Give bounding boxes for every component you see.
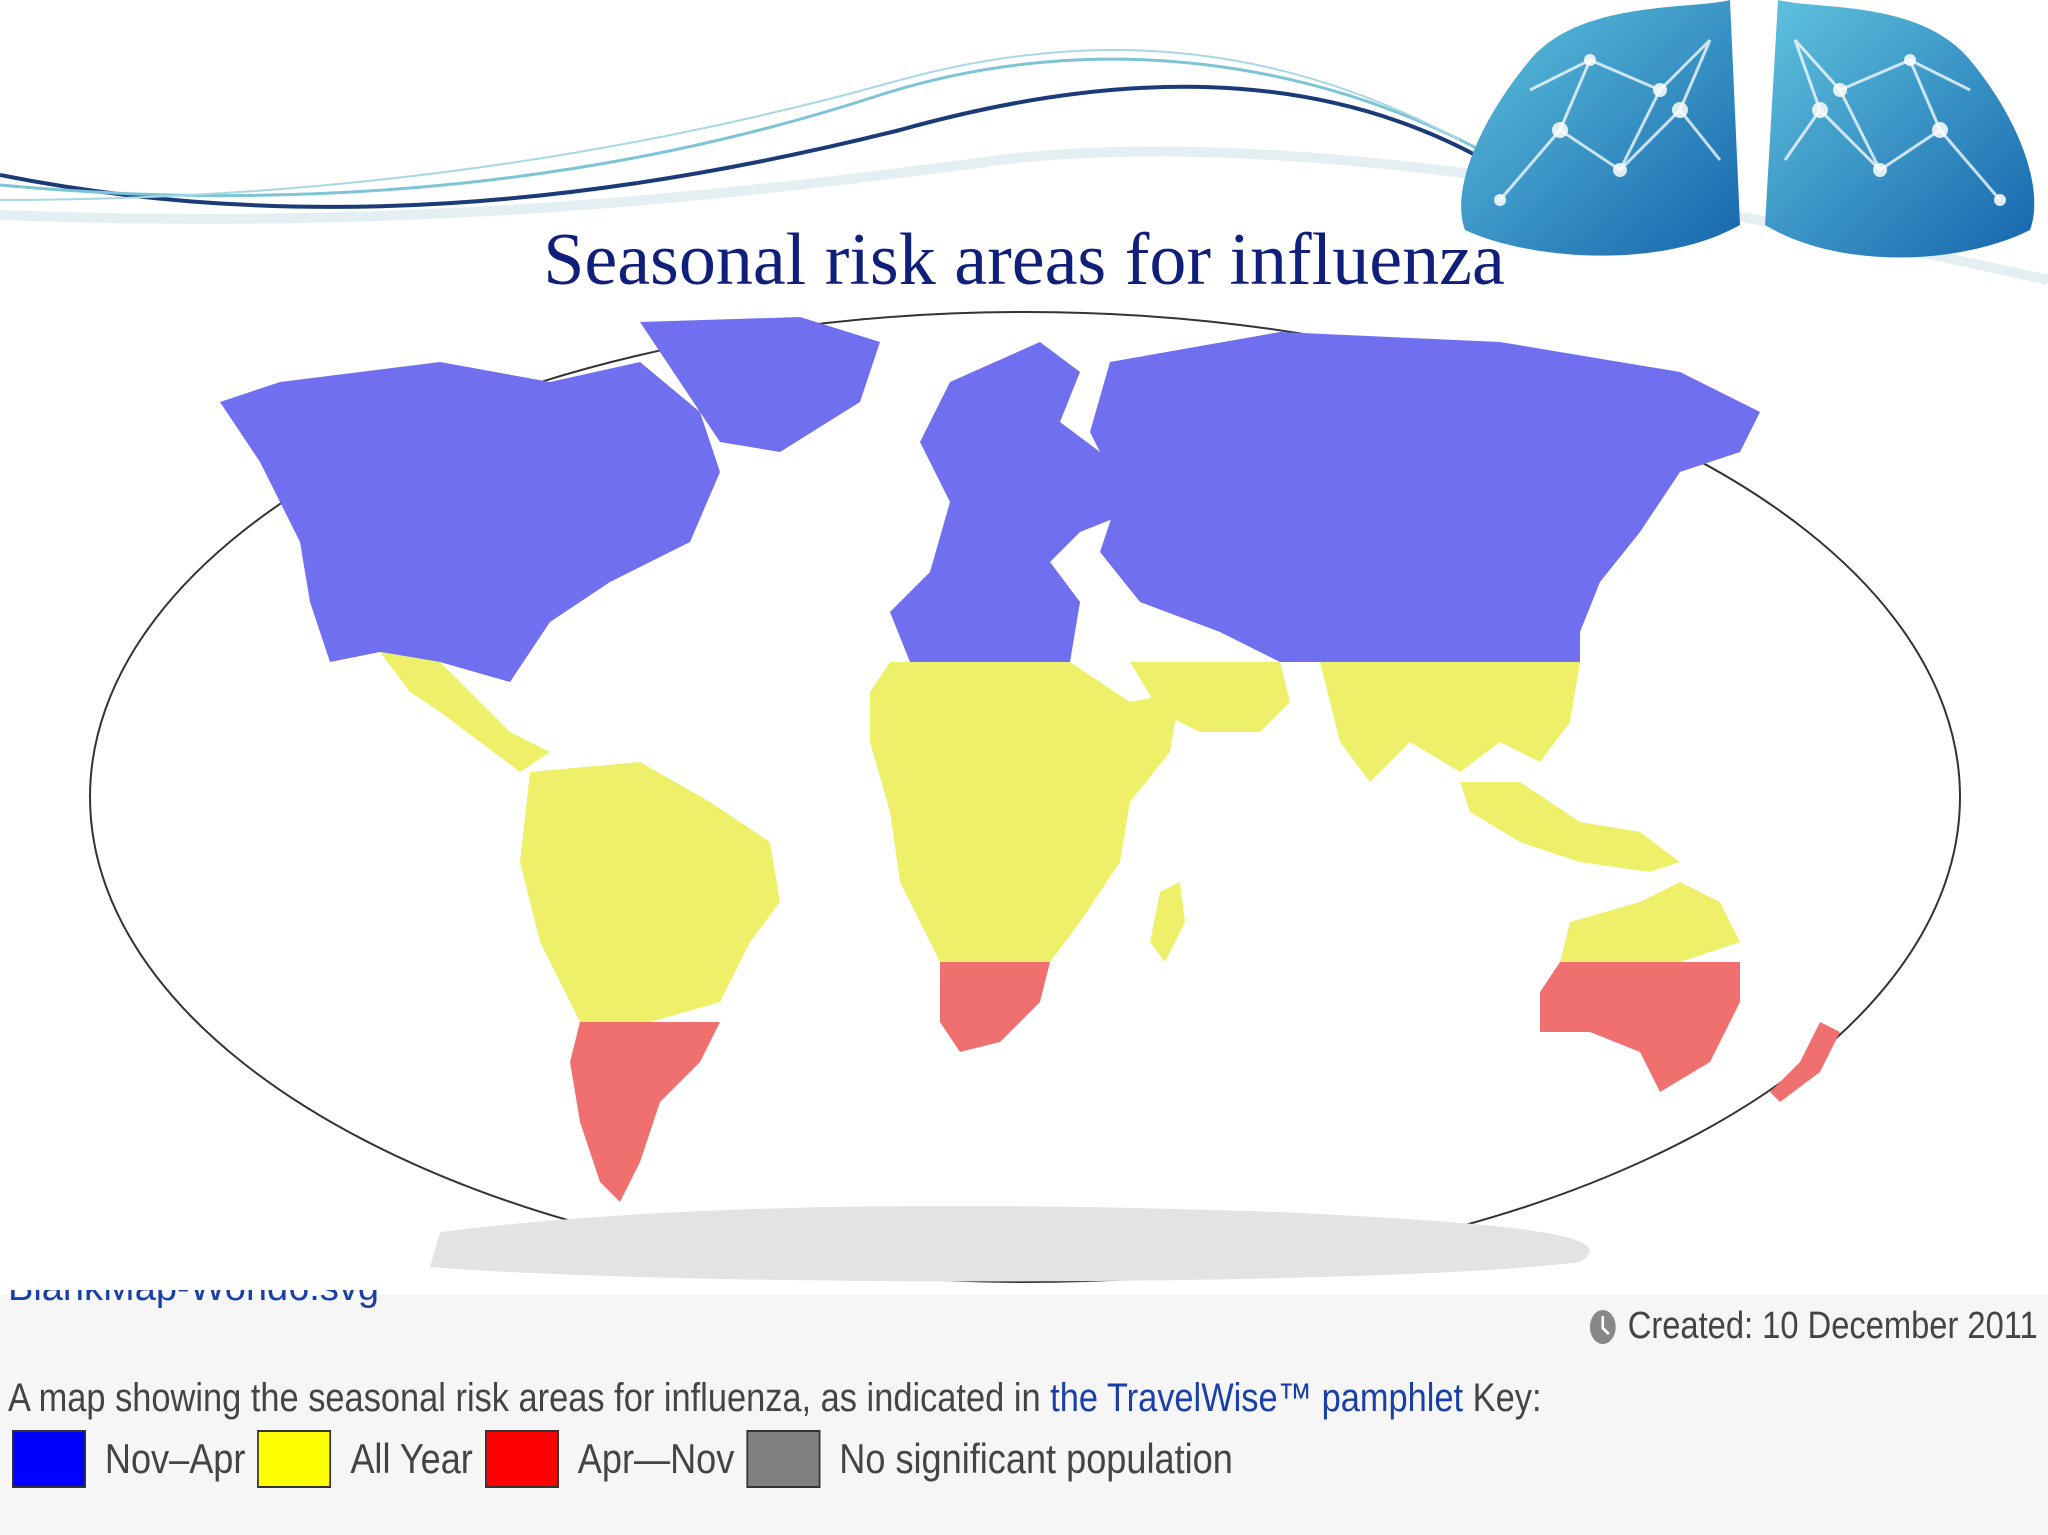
africa-central [870,662,1180,962]
australia-north [1560,882,1740,962]
legend-label-no-population: No significant population [839,1435,1233,1482]
clock-icon [1590,1309,1616,1344]
map-legend: Nov–Apr All Year Apr—Nov No significant … [12,1430,1245,1488]
europe-africa-north [890,342,1180,662]
australia-south [1540,962,1740,1092]
legend-label-all-year: All Year [350,1435,473,1482]
map-zone-apr-nov [570,962,1840,1202]
cut-off-filename-text: BlankMap-World6.svg [8,1267,380,1309]
caption-text-after: Key: [1463,1376,1542,1420]
lungs-network-icon [1461,0,2035,258]
map-zone-no-population [430,1206,1590,1282]
legend-swatch-all-year [257,1430,332,1488]
new-zealand [1770,1022,1840,1102]
caption-text-before: A map showing the seasonal risk areas fo… [8,1376,1051,1420]
central-america [380,652,550,772]
legend-label-nov-apr: Nov–Apr [104,1435,246,1482]
map-zone-all-year [380,652,1740,1022]
arabia-india [1130,662,1290,732]
south-america-north [520,762,780,1022]
caption-description: A map showing the seasonal risk areas fo… [8,1376,1542,1421]
indonesia [1460,782,1680,872]
southern-africa [940,962,1050,1052]
created-date: Created: 10 December 2011 [1588,1305,2038,1348]
madagascar [1150,882,1185,962]
north-america [220,362,720,682]
legend-swatch-apr-nov [484,1430,559,1488]
caption-panel [0,1295,2048,1535]
world-influenza-map [89,311,1961,1283]
south-america-south [570,1022,720,1202]
legend-swatch-nov-apr [12,1430,86,1488]
created-date-text: Created: 10 December 2011 [1628,1305,2038,1347]
greenland [640,317,880,452]
map-zone-nov-apr [220,317,1760,682]
legend-swatch-no-population [746,1430,821,1488]
antarctica [430,1206,1590,1282]
india-southeast-asia [1320,662,1580,782]
travelwise-pamphlet-link[interactable]: the TravelWise™ pamphlet [1050,1376,1464,1420]
legend-label-apr-nov: Apr—Nov [577,1435,735,1482]
slide-title: Seasonal risk areas for influenza [543,219,1505,301]
asia-north [1090,332,1760,662]
